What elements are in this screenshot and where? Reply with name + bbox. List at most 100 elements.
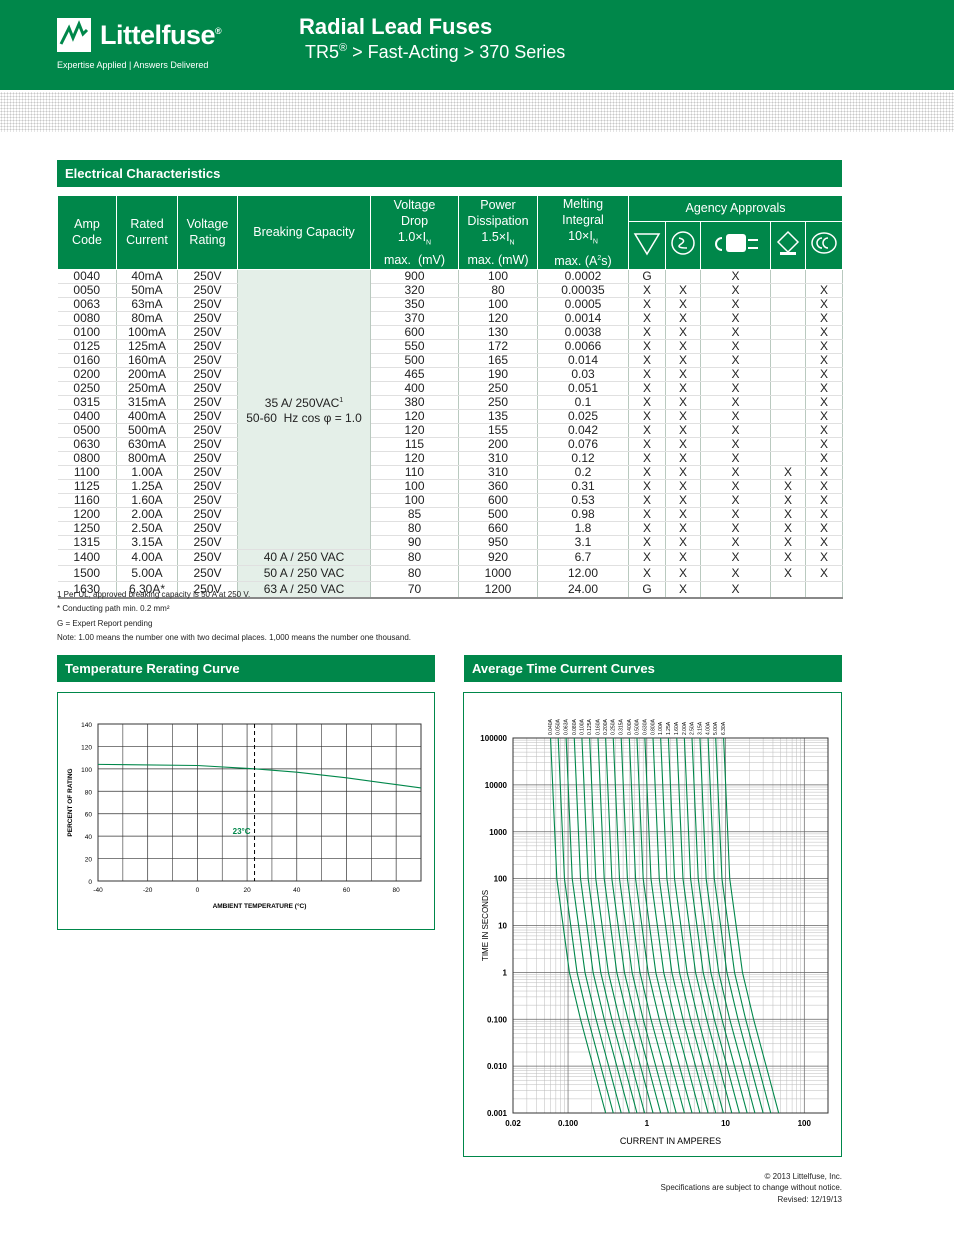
cell-approval: X	[700, 269, 771, 284]
cell-approval: X	[665, 367, 701, 382]
curve-label: 0.100A	[579, 718, 585, 735]
cell-approval: X	[700, 325, 771, 340]
cell-approval: X	[628, 549, 666, 566]
header-sub: N	[426, 239, 432, 247]
cell-current: 250mA	[116, 381, 178, 396]
cell-approval: X	[665, 535, 701, 550]
cell-approval: X	[665, 297, 701, 312]
plot-frame	[512, 737, 829, 1114]
cell-i2t: 0.1	[537, 395, 629, 410]
cell-power: 360	[458, 479, 538, 494]
logo: Littelfuse	[100, 20, 216, 50]
table-row: 1250 2.50A 250V 80 660 1.8 X X X X X	[57, 521, 844, 536]
header-line: Rating	[189, 233, 226, 248]
cell-current: 630mA	[116, 437, 178, 452]
header-line: Rated	[130, 217, 164, 232]
cell-approval: X	[665, 283, 701, 298]
vde-icon	[633, 233, 661, 256]
cell-approval	[770, 437, 806, 452]
agency-icon-cell	[804, 220, 844, 270]
cell-approval: X	[628, 451, 666, 466]
cell-approval: X	[665, 521, 701, 536]
cell-power: 80	[458, 283, 538, 298]
cell-voltage: 250V	[177, 581, 238, 599]
cell-breaking: 50 A / 250 VAC	[237, 565, 371, 582]
curve	[565, 737, 622, 1114]
header-line: Voltage	[393, 198, 436, 213]
y-tick-label: 10000	[485, 781, 508, 790]
cell-approval	[770, 269, 806, 284]
cell-code: 1200	[57, 507, 117, 522]
cell-drop: 120	[370, 423, 459, 438]
x-tick-label: 60	[343, 887, 351, 894]
cell-power: 172	[458, 339, 538, 354]
cell-approval: X	[700, 451, 771, 466]
cell-i2t: 12.00	[537, 565, 629, 582]
cell-voltage: 250V	[177, 283, 238, 298]
header-line: 1.0×I	[397, 230, 427, 245]
cell-power: 660	[458, 521, 538, 536]
table-row: 1200 2.00A 250V 85 500 0.98 X X X X X	[57, 507, 844, 522]
table-row: 0500 500mA 250V 120 155 0.042 X X X X	[57, 423, 844, 438]
cell-drop: 120	[370, 409, 459, 424]
cell-approval: X	[665, 465, 701, 480]
y-tick-label: 10	[498, 922, 507, 931]
cell-approval: X	[700, 479, 771, 494]
product-mark: ®	[339, 42, 348, 54]
curve	[628, 737, 685, 1114]
cell-power: 190	[458, 367, 538, 382]
header-line: Dissipation	[467, 214, 529, 229]
cell-approval: X	[770, 549, 806, 566]
cell-current: 400mA	[116, 409, 178, 424]
curve	[691, 737, 748, 1114]
cell-drop: 370	[370, 311, 459, 326]
y-tick-label: 120	[81, 744, 92, 751]
header-line: Voltage	[186, 217, 229, 232]
header-band: Littelfuse® Expertise Applied | Answers …	[0, 0, 954, 90]
cell-approval: X	[770, 493, 806, 508]
curve-label: 4.00A	[706, 721, 712, 735]
cell-approval: X	[805, 367, 844, 382]
cell-approval: X	[700, 549, 771, 566]
cell-code: 0315	[57, 395, 117, 410]
y-tick-label: 0.001	[487, 1109, 508, 1118]
cell-drop: 600	[370, 325, 459, 340]
cell-approval: X	[628, 367, 666, 382]
cell-approval: X	[628, 325, 666, 340]
semko-icon	[671, 231, 695, 256]
cell-approval: X	[628, 311, 666, 326]
curve	[605, 737, 662, 1114]
cell-code: 1315	[57, 535, 117, 550]
x-tick-label: 100	[798, 1119, 812, 1128]
cell-approval: X	[700, 339, 771, 354]
cell-approval: X	[805, 409, 844, 424]
curve-label: 1.00A	[658, 721, 664, 735]
cell-approval: X	[628, 437, 666, 452]
table-row: 1100 1.00A 250V 110 310 0.2 X X X X X	[57, 465, 844, 480]
cell-code: 0063	[57, 297, 117, 312]
logo-mark: ®	[215, 26, 222, 36]
x-axis-label: CURRENT IN AMPERES	[620, 1136, 721, 1146]
cell-approval: X	[665, 381, 701, 396]
table-row: 1400 4.00A 250V 40 A / 250 VAC 80 920 6.7 X X X X X	[57, 549, 844, 566]
cell-i2t: 0.0005	[537, 297, 629, 312]
curve-label: 0.040A	[548, 718, 554, 735]
cell-power: 310	[458, 465, 538, 480]
cell-approval: X	[805, 297, 844, 312]
curve-label: 3.15A	[697, 721, 703, 735]
cell-approval: X	[665, 423, 701, 438]
cell-approval	[770, 311, 806, 326]
tagline: Expertise Applied | Answers Delivered	[57, 60, 209, 70]
cell-code: 1250	[57, 521, 117, 536]
subtitle: TR5® > Fast-Acting > 370 Series	[305, 42, 565, 63]
cell-approval: X	[700, 283, 771, 298]
cell-code: 0100	[57, 325, 117, 340]
cell-breaking: 40 A / 250 VAC	[237, 549, 371, 566]
cell-voltage: 250V	[177, 451, 238, 466]
cell-voltage: 250V	[177, 297, 238, 312]
cell-i2t: 0.0014	[537, 311, 629, 326]
breaking-line: 50-60 Hz cos φ = 1.0	[246, 410, 362, 425]
cell-current: 1.60A	[116, 493, 178, 508]
cell-i2t: 0.0002	[537, 269, 629, 284]
cell-approval: X	[805, 325, 844, 340]
